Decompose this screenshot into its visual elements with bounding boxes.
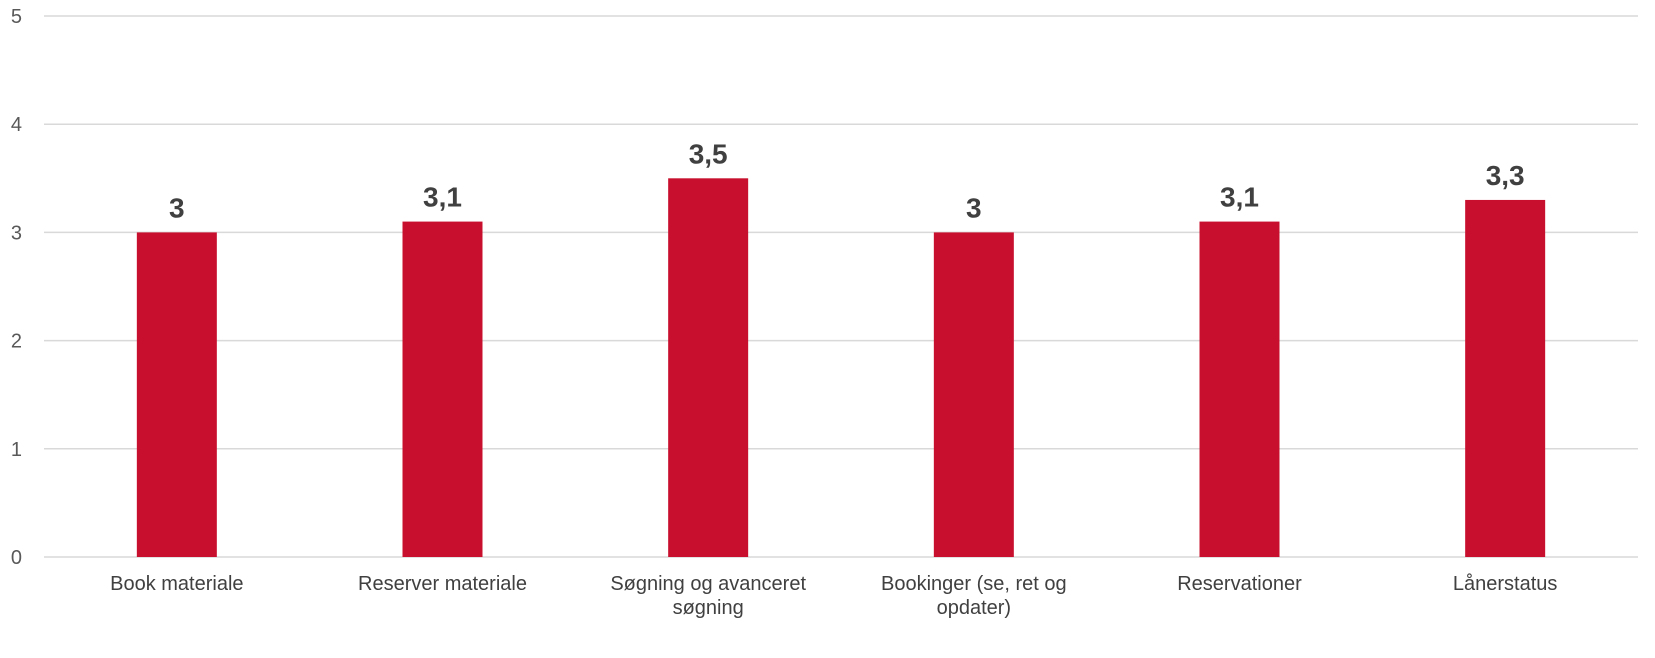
- x-tick-label: Book materiale: [110, 573, 243, 595]
- y-tick-label: 0: [11, 547, 22, 569]
- bar: [668, 178, 749, 558]
- x-tick-label: Reserver materiale: [358, 573, 527, 595]
- bars: [136, 178, 1546, 558]
- data-label: 3,3: [1486, 160, 1525, 191]
- y-axis: 0 1 2 3 4 5: [11, 6, 22, 569]
- bar: [402, 221, 483, 557]
- y-tick-label: 4: [11, 114, 22, 136]
- x-tick-label: Lånerstatus: [1453, 573, 1558, 595]
- y-tick-label: 1: [11, 439, 22, 461]
- data-label: 3: [169, 192, 185, 223]
- data-label: 3,1: [1220, 182, 1259, 213]
- y-tick-label: 2: [11, 331, 22, 353]
- gridlines: [44, 15, 1638, 558]
- data-labels: 3 3,1 3,5 3 3,1 3,3: [169, 138, 1525, 223]
- y-tick-label: 5: [11, 6, 22, 28]
- data-label: 3,1: [423, 182, 462, 213]
- bar: [136, 232, 217, 557]
- bar: [1199, 221, 1280, 557]
- x-tick-label: Reservationer: [1177, 573, 1302, 595]
- data-label: 3,5: [689, 138, 728, 169]
- bar: [933, 232, 1014, 557]
- x-tick-label: Søgning og avanceret søgning: [610, 573, 806, 619]
- data-label: 3: [966, 192, 982, 223]
- y-tick-label: 3: [11, 222, 22, 244]
- bar: [1465, 199, 1546, 557]
- x-tick-label: Bookinger (se, ret og opdater): [881, 573, 1067, 619]
- x-axis: Book materiale Reserver materiale Søgning …: [110, 573, 1557, 619]
